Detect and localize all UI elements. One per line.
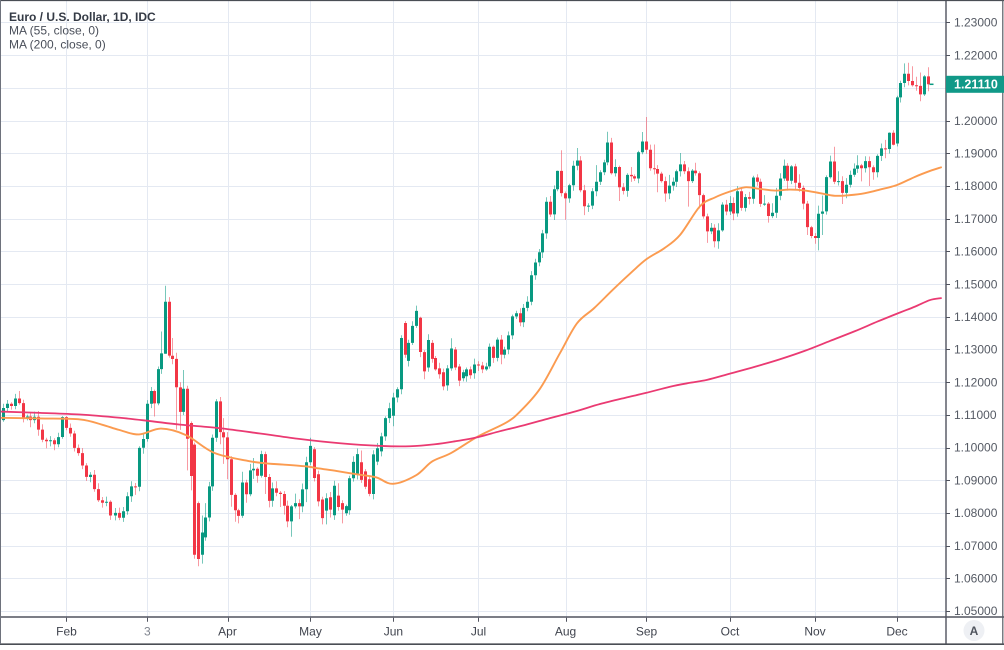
svg-text:1.14000: 1.14000: [954, 310, 998, 324]
svg-text:Aug: Aug: [555, 625, 576, 639]
svg-text:1.18000: 1.18000: [954, 179, 998, 193]
svg-text:A: A: [970, 624, 979, 638]
svg-text:1.06000: 1.06000: [954, 572, 998, 586]
svg-text:1.07000: 1.07000: [954, 539, 998, 553]
svg-text:1.19000: 1.19000: [954, 147, 998, 161]
svg-text:1.10000: 1.10000: [954, 441, 998, 455]
svg-text:1.23000: 1.23000: [954, 16, 998, 30]
svg-text:1.20000: 1.20000: [954, 114, 998, 128]
svg-text:1.15000: 1.15000: [954, 277, 998, 291]
svg-text:Nov: Nov: [804, 625, 825, 639]
svg-text:1.12000: 1.12000: [954, 375, 998, 389]
svg-text:Apr: Apr: [218, 625, 237, 639]
svg-text:Euro / U.S. Dollar, 1D, IDC: Euro / U.S. Dollar, 1D, IDC: [9, 10, 156, 24]
svg-text:Dec: Dec: [886, 625, 907, 639]
svg-text:1.17000: 1.17000: [954, 212, 998, 226]
svg-text:1.13000: 1.13000: [954, 343, 998, 357]
svg-text:Jun: Jun: [384, 625, 403, 639]
svg-text:May: May: [299, 625, 322, 639]
svg-text:Oct: Oct: [721, 625, 740, 639]
svg-text:3: 3: [144, 625, 151, 639]
svg-text:1.21110: 1.21110: [954, 78, 998, 92]
svg-text:1.11000: 1.11000: [954, 408, 997, 422]
svg-text:1.22000: 1.22000: [954, 48, 998, 62]
svg-text:MA (200, close, 0): MA (200, close, 0): [9, 38, 106, 52]
svg-text:1.05000: 1.05000: [954, 604, 998, 618]
svg-text:1.09000: 1.09000: [954, 473, 998, 487]
svg-text:Jul: Jul: [471, 625, 486, 639]
svg-text:Sep: Sep: [636, 625, 658, 639]
svg-text:1.08000: 1.08000: [954, 506, 998, 520]
svg-text:MA (55, close, 0): MA (55, close, 0): [9, 24, 99, 38]
svg-text:Feb: Feb: [56, 625, 77, 639]
svg-text:1.16000: 1.16000: [954, 245, 998, 259]
